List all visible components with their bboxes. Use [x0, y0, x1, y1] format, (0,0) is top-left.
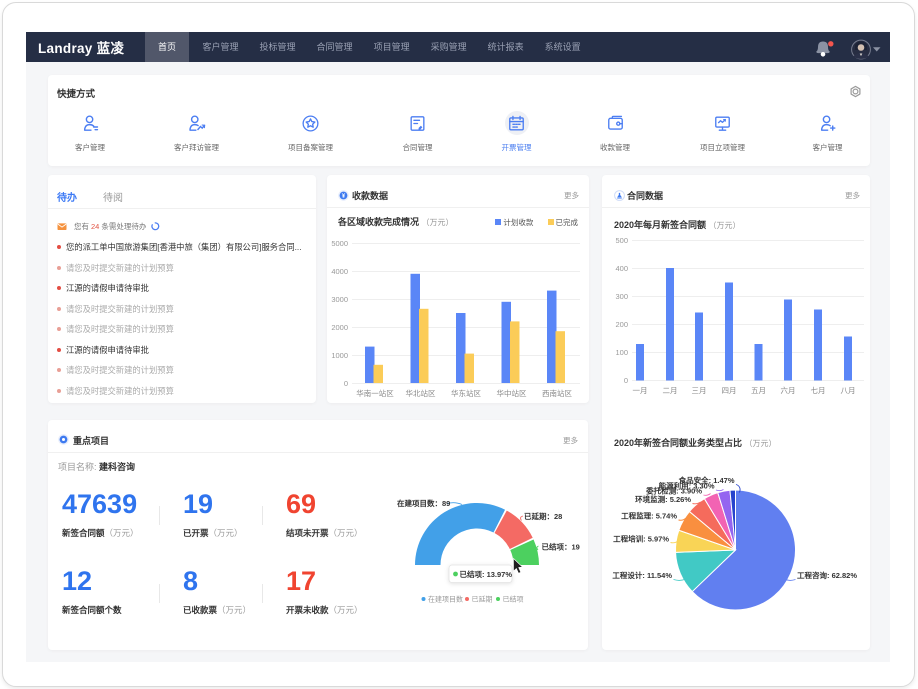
svg-text:已结项：19: 已结项：19 — [542, 542, 580, 552]
svg-text:食品安全: 1.47%: 食品安全: 1.47% — [679, 475, 735, 485]
svg-text:委托检测: 3.90%: 委托检测: 3.90% — [645, 486, 702, 496]
svg-text:4000: 4000 — [331, 267, 348, 276]
svg-text:华南一站区: 华南一站区 — [356, 388, 394, 398]
svg-text:已结项: 13.97%: 已结项: 13.97% — [460, 569, 513, 579]
svg-text:西南站区: 西南站区 — [542, 388, 572, 398]
svg-text:5000: 5000 — [331, 239, 348, 248]
svg-text:工程咨询: 62.82%: 工程咨询: 62.82% — [797, 570, 857, 580]
svg-text:工程设计: 11.54%: 工程设计: 11.54% — [612, 570, 672, 580]
svg-text:二月: 二月 — [663, 386, 678, 395]
svg-text:0: 0 — [344, 379, 348, 388]
svg-text:已延期: 已延期 — [472, 595, 493, 604]
svg-text:300: 300 — [615, 292, 628, 301]
svg-text:已延期：28: 已延期：28 — [524, 511, 562, 521]
svg-text:一月: 一月 — [633, 386, 648, 395]
svg-text:华东站区: 华东站区 — [451, 388, 481, 398]
svg-text:500: 500 — [615, 236, 628, 245]
svg-text:环境监测: 5.26%: 环境监测: 5.26% — [635, 494, 691, 504]
svg-text:八月: 八月 — [841, 386, 856, 395]
svg-text:工程监理: 5.74%: 工程监理: 5.74% — [621, 511, 677, 521]
svg-text:0: 0 — [624, 376, 628, 385]
svg-text:能源利用: 3.30%: 能源利用: 3.30% — [659, 481, 715, 491]
svg-text:已结项: 已结项 — [503, 595, 524, 604]
svg-text:六月: 六月 — [781, 385, 796, 395]
svg-text:100: 100 — [615, 348, 628, 357]
svg-text:在建项目数：89: 在建项目数：89 — [397, 498, 450, 508]
svg-text:在建项目数: 在建项目数 — [428, 595, 463, 604]
svg-text:2000: 2000 — [331, 323, 348, 332]
svg-text:三月: 三月 — [692, 386, 707, 395]
svg-text:七月: 七月 — [811, 386, 826, 395]
svg-text:华中站区: 华中站区 — [497, 388, 527, 398]
svg-text:400: 400 — [615, 264, 628, 273]
svg-text:四月: 四月 — [722, 386, 737, 395]
svg-text:工程培训: 5.97%: 工程培训: 5.97% — [613, 533, 669, 543]
svg-text:200: 200 — [615, 320, 628, 329]
svg-text:华北站区: 华北站区 — [406, 388, 436, 398]
svg-text:3000: 3000 — [331, 295, 348, 304]
svg-text:1000: 1000 — [331, 351, 348, 360]
svg-text:五月: 五月 — [751, 386, 766, 395]
